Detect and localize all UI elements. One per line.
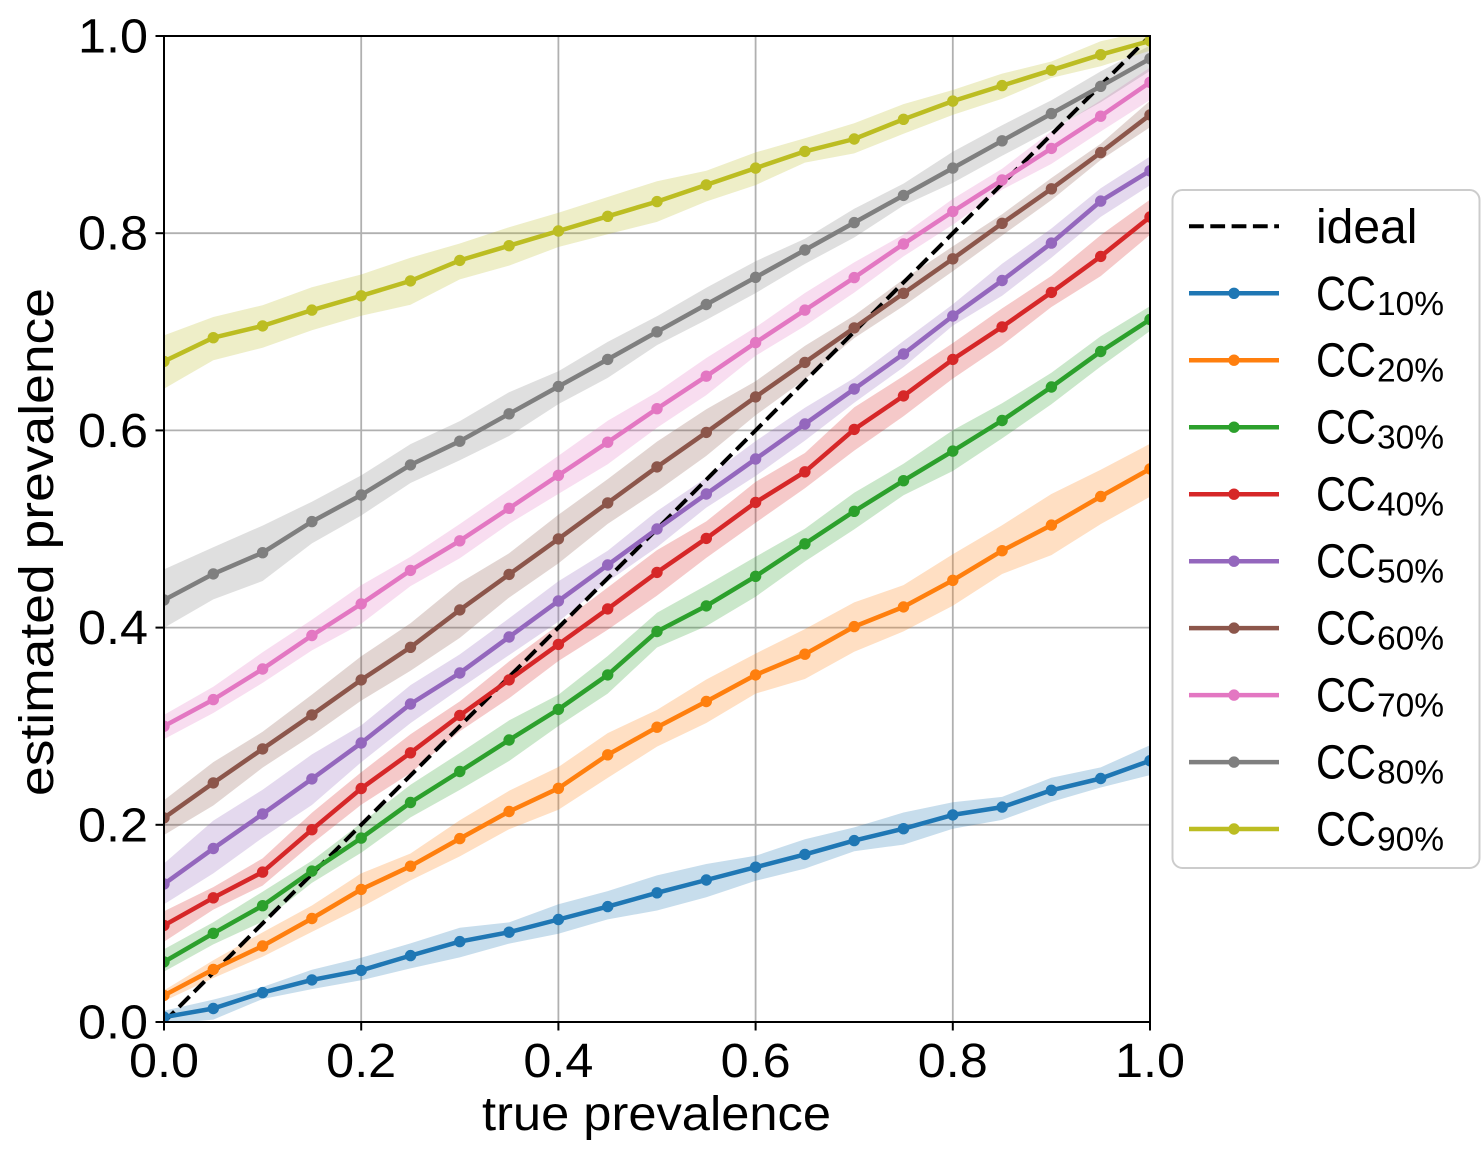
- svg-text:0.6: 0.6: [78, 405, 148, 458]
- svg-text:0.2: 0.2: [78, 799, 148, 852]
- svg-text:0.0: 0.0: [129, 1035, 199, 1088]
- svg-text:CC: CC: [1316, 737, 1376, 790]
- svg-text:0.8: 0.8: [78, 208, 148, 261]
- svg-text:1.0: 1.0: [1115, 1035, 1185, 1088]
- svg-text:CC: CC: [1316, 536, 1376, 589]
- svg-text:CC: CC: [1316, 335, 1376, 388]
- svg-text:estimated prevalence: estimated prevalence: [11, 288, 64, 796]
- svg-text:1.0: 1.0: [78, 11, 148, 64]
- svg-text:90%: 90%: [1377, 822, 1444, 859]
- svg-text:70%: 70%: [1377, 688, 1444, 725]
- svg-text:CC: CC: [1316, 603, 1376, 656]
- svg-text:CC: CC: [1316, 402, 1376, 455]
- svg-text:CC: CC: [1316, 670, 1376, 723]
- svg-text:60%: 60%: [1377, 621, 1444, 658]
- svg-text:ideal: ideal: [1316, 201, 1417, 254]
- svg-text:CC: CC: [1316, 268, 1376, 321]
- svg-text:30%: 30%: [1377, 420, 1444, 457]
- svg-text:0.2: 0.2: [326, 1035, 396, 1088]
- svg-text:0.4: 0.4: [78, 602, 148, 655]
- svg-text:10%: 10%: [1377, 286, 1444, 323]
- svg-text:CC: CC: [1316, 804, 1376, 857]
- svg-text:0.8: 0.8: [918, 1035, 988, 1088]
- svg-text:true prevalence: true prevalence: [482, 1088, 831, 1141]
- svg-text:40%: 40%: [1377, 487, 1444, 524]
- svg-text:CC: CC: [1316, 469, 1376, 522]
- svg-text:80%: 80%: [1377, 755, 1444, 792]
- svg-text:0.6: 0.6: [721, 1035, 791, 1088]
- svg-text:0.4: 0.4: [523, 1035, 593, 1088]
- svg-text:0.0: 0.0: [78, 997, 148, 1050]
- svg-text:20%: 20%: [1377, 353, 1444, 390]
- svg-text:50%: 50%: [1377, 554, 1444, 591]
